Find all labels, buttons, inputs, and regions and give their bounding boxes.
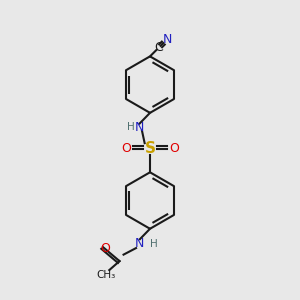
- Text: O: O: [121, 142, 131, 155]
- Text: O: O: [100, 242, 110, 255]
- Text: H: H: [150, 238, 158, 249]
- Text: O: O: [169, 142, 179, 155]
- Text: N: N: [135, 237, 145, 250]
- Text: N: N: [135, 121, 144, 134]
- Text: N: N: [163, 33, 172, 46]
- Text: H: H: [128, 122, 135, 132]
- Text: CH₃: CH₃: [96, 270, 115, 280]
- Text: C: C: [154, 41, 164, 54]
- Text: S: S: [145, 141, 155, 156]
